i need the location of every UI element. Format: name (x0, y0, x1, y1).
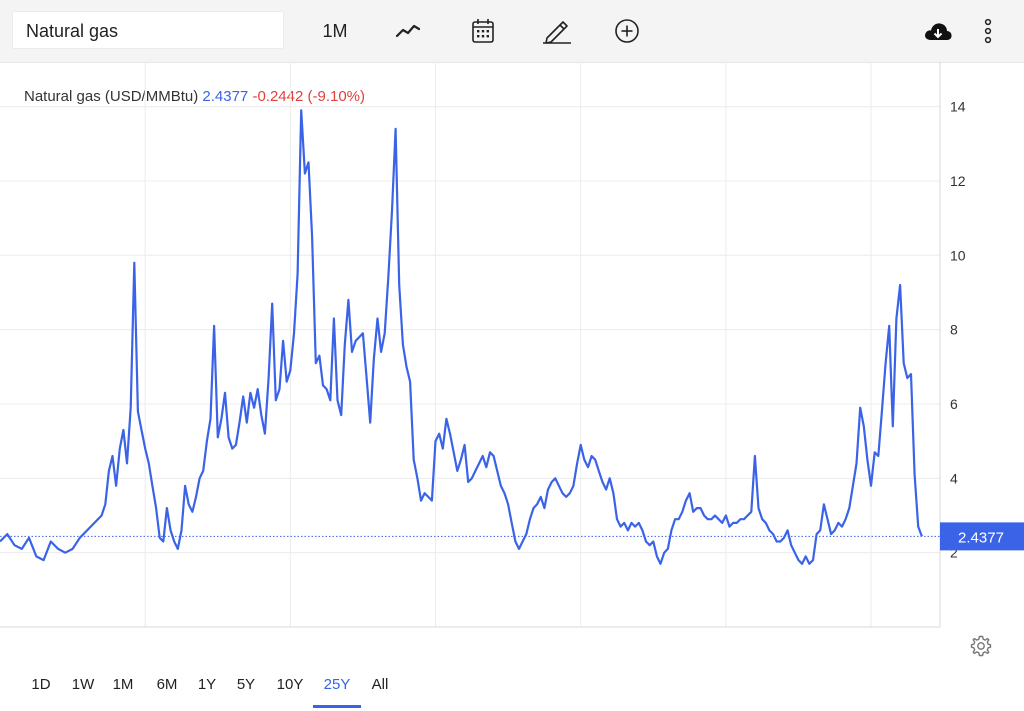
calendar-icon (472, 19, 494, 43)
range-button-25y[interactable]: 25Y (313, 664, 361, 708)
interval-label: 1M (322, 20, 348, 41)
price-chart[interactable]: 2468101214200220062010201420182022 2.437… (0, 62, 1024, 630)
more-vertical-icon (984, 18, 992, 44)
interval-button[interactable]: 1M (315, 12, 355, 50)
range-button-all[interactable]: All (371, 676, 389, 693)
y-tick-label: 6 (950, 396, 958, 412)
legend-change: -0.2442 (-9.10%) (252, 88, 366, 105)
range-button-1y[interactable]: 1Y (197, 676, 217, 693)
legend-series-name: Natural gas (USD/MMBtu) (24, 88, 199, 105)
y-tick-label: 10 (950, 247, 966, 263)
price-tag-label: 2.4377 (958, 529, 1004, 546)
download-button[interactable] (922, 12, 954, 50)
range-button-5y[interactable]: 5Y (236, 676, 256, 693)
time-range-bar: 1D 1W 1M 6M 1Y 5Y 10Y 25Y All (0, 664, 1024, 710)
series (0, 109, 923, 565)
y-tick-label: 12 (950, 173, 966, 189)
more-menu-button[interactable] (976, 12, 1000, 50)
range-button-1d[interactable]: 1D (31, 676, 51, 693)
chart-legend: Natural gas (USD/MMBtu) 2.4377 -0.2442 (… (24, 88, 365, 105)
range-button-6m[interactable]: 6M (156, 676, 178, 693)
axes: 2468101214200220062010201420182022 (0, 62, 966, 628)
add-comparison-button[interactable] (612, 12, 642, 50)
chart-settings-button[interactable] (969, 634, 993, 658)
range-button-1m[interactable]: 1M (112, 676, 134, 693)
grid (0, 62, 940, 627)
price-tag (940, 522, 1024, 551)
chart-type-button[interactable] (392, 12, 424, 50)
y-tick-label: 4 (950, 470, 958, 486)
plus-circle-icon (615, 19, 639, 43)
range-button-10y[interactable]: 10Y (276, 676, 304, 693)
cloud-download-icon (925, 23, 952, 40)
y-tick-label: 8 (950, 322, 958, 338)
y-tick-label: 2 (950, 545, 958, 561)
search-input[interactable]: Natural gas (12, 11, 284, 49)
series-line (0, 109, 923, 565)
gear-icon (970, 635, 992, 657)
line-chart-icon (395, 24, 421, 38)
pencil-icon (543, 21, 571, 44)
y-tick-label: 14 (950, 99, 966, 115)
toolbar: Natural gas 1M (0, 0, 1024, 63)
draw-button[interactable] (540, 12, 574, 50)
price-tag-layer: 2.4377 (0, 522, 1024, 551)
range-button-1w[interactable]: 1W (71, 676, 95, 693)
calendar-button[interactable] (468, 12, 498, 50)
legend-price: 2.4377 (202, 88, 249, 105)
